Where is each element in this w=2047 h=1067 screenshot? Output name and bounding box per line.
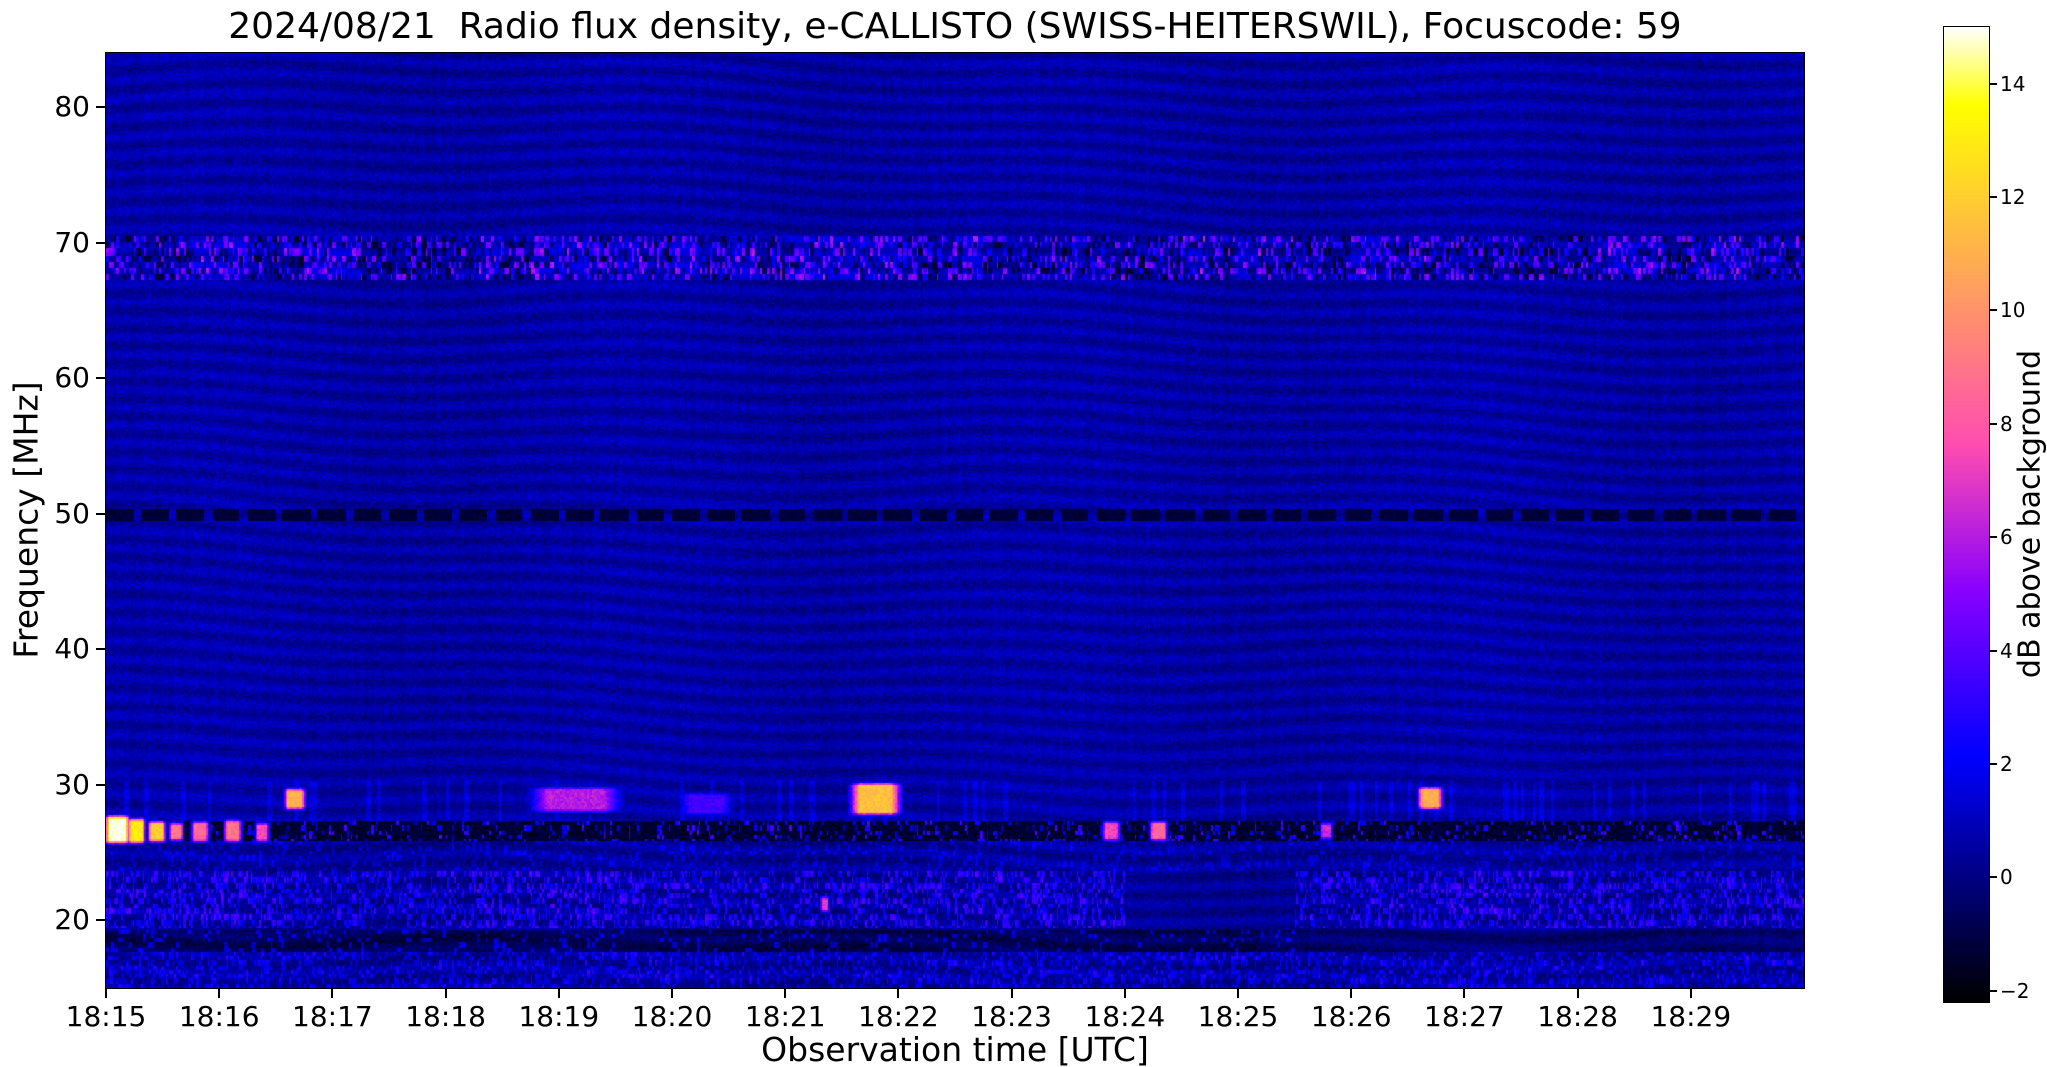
- colorbar-tick-mark: [1990, 876, 1997, 879]
- x-tick-label: 18:24: [1084, 1000, 1166, 1033]
- x-tick-mark: [671, 989, 673, 998]
- x-tick-mark: [1123, 989, 1126, 998]
- x-tick-label: 18:17: [292, 1000, 373, 1033]
- y-tick-mark: [96, 377, 105, 380]
- colorbar-tick-mark: [1990, 649, 1997, 652]
- y-tick-label: 80: [54, 90, 90, 124]
- colorbar-tick-mark: [1990, 196, 1997, 199]
- y-tick-mark: [96, 106, 105, 109]
- y-tick-mark: [96, 648, 105, 651]
- x-tick-mark: [1463, 989, 1466, 998]
- x-tick-mark: [444, 989, 447, 998]
- spectrogram-heatmap: [105, 52, 1805, 989]
- x-tick-mark: [105, 989, 107, 998]
- colorbar-tick-label: 2: [2000, 751, 2013, 776]
- x-tick-label: 18:21: [744, 1000, 826, 1033]
- colorbar-tick-mark: [1990, 762, 1997, 765]
- y-tick-label: 60: [54, 361, 90, 395]
- y-tick-mark: [96, 783, 105, 786]
- y-tick-label: 30: [54, 767, 90, 801]
- colorbar-tick-mark: [1990, 536, 1997, 539]
- x-axis-label: Observation time [UTC]: [761, 1030, 1149, 1067]
- chart-title: 2024/08/21 Radio flux density, e-CALLIST…: [228, 6, 1682, 47]
- x-tick-label: 18:26: [1310, 1000, 1392, 1033]
- x-tick-mark: [1576, 989, 1579, 998]
- colorbar-tick-label: 12: [2000, 185, 2026, 210]
- colorbar-tick-label: −2: [2000, 978, 2030, 1003]
- x-tick-label: 18:18: [405, 1000, 486, 1033]
- y-tick-label: 70: [54, 225, 90, 259]
- x-tick-mark: [218, 989, 221, 998]
- x-tick-mark: [331, 989, 334, 998]
- x-tick-label: 18:15: [65, 1000, 147, 1033]
- x-tick-mark: [897, 989, 900, 998]
- colorbar-tick-mark: [1990, 309, 1997, 312]
- x-tick-mark: [1010, 989, 1013, 998]
- x-tick-label: 18:28: [1537, 1000, 1618, 1033]
- y-tick-mark: [96, 512, 105, 515]
- x-tick-label: 18:29: [1650, 1000, 1732, 1033]
- x-tick-label: 18:16: [178, 1000, 260, 1033]
- colorbar-tick-label: 4: [2000, 638, 2013, 663]
- x-tick-mark: [1689, 989, 1692, 998]
- colorbar-tick-label: 10: [2000, 298, 2026, 323]
- y-tick-mark: [96, 241, 105, 244]
- x-tick-label: 18:19: [518, 1000, 600, 1033]
- x-tick-label: 18:20: [631, 1000, 713, 1033]
- x-tick-mark: [557, 989, 560, 998]
- colorbar-tick-mark: [1990, 82, 1997, 85]
- y-tick-label: 40: [54, 632, 90, 666]
- x-tick-mark: [1237, 989, 1239, 998]
- colorbar-tick-label: 14: [2000, 71, 2026, 96]
- y-tick-label: 50: [54, 496, 90, 530]
- colorbar-label: dB above background: [2012, 349, 2047, 679]
- y-tick-mark: [96, 919, 105, 922]
- y-tick-label: 20: [54, 903, 90, 937]
- colorbar-tick-label: 6: [2000, 525, 2013, 550]
- x-tick-label: 18:22: [858, 1000, 939, 1033]
- x-tick-mark: [1350, 989, 1353, 998]
- colorbar-gradient: [1943, 26, 1990, 1003]
- x-tick-label: 18:23: [971, 1000, 1052, 1033]
- x-tick-mark: [784, 989, 787, 998]
- colorbar-tick-mark: [1990, 422, 1997, 425]
- x-tick-label: 18:25: [1197, 1000, 1279, 1033]
- x-tick-label: 18:27: [1424, 1000, 1505, 1033]
- colorbar-tick-label: 0: [2000, 865, 2013, 890]
- colorbar-tick-label: 8: [2000, 411, 2013, 436]
- colorbar-tick-mark: [1990, 989, 1997, 992]
